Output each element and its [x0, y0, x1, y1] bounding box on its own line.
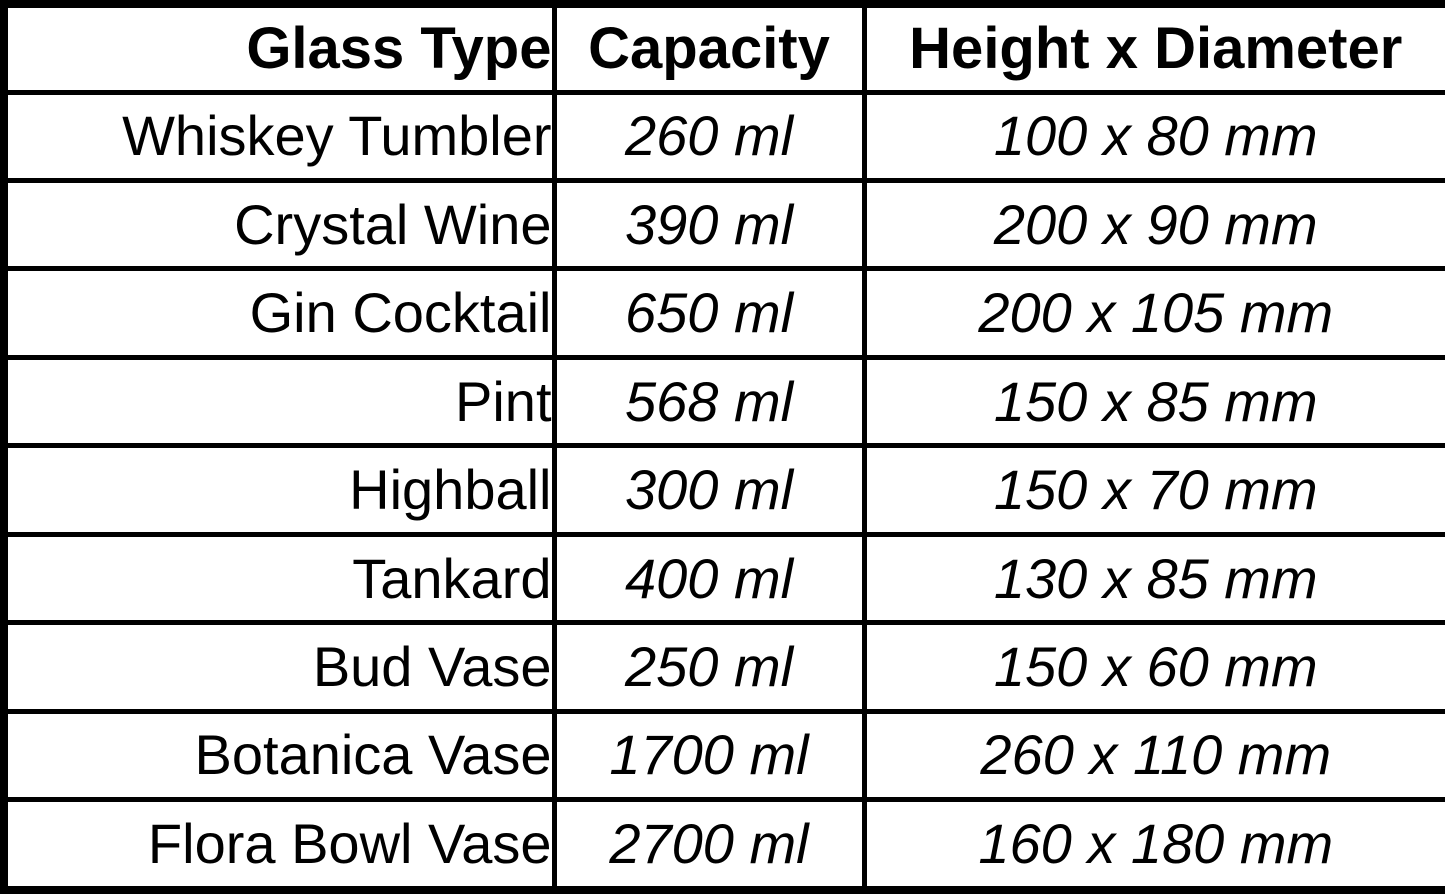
table-row: Botanica Vase 1700 ml 260 x 110 mm	[1, 708, 1445, 803]
column-header-capacity: Capacity	[551, 1, 867, 95]
capacity-cell: 390 ml	[551, 177, 867, 272]
table-header: Glass Type Capacity Height x Diameter	[1, 1, 1445, 95]
dimensions-cell: 150 x 60 mm	[861, 620, 1445, 714]
dimensions-cell: 160 x 180 mm	[861, 797, 1445, 893]
dimensions-cell: 260 x 110 mm	[861, 708, 1445, 803]
capacity-cell: 568 ml	[551, 354, 867, 449]
table-row: Bud Vase 250 ml 150 x 60 mm	[1, 620, 1445, 714]
table-body: Whiskey Tumbler 260 ml 100 x 80 mm Crystal …	[1, 89, 1445, 893]
column-header-height-x-diameter: Height x Diameter	[861, 1, 1445, 95]
glass-type-cell: Whiskey Tumbler	[1, 89, 557, 183]
dimensions-cell: 150 x 85 mm	[861, 354, 1445, 449]
glass-type-cell: Gin Cocktail	[1, 266, 557, 360]
dimensions-cell: 200 x 90 mm	[861, 177, 1445, 272]
capacity-cell: 400 ml	[551, 531, 867, 626]
glass-type-cell: Botanica Vase	[1, 708, 557, 803]
table-row: Pint 568 ml 150 x 85 mm	[1, 354, 1445, 449]
capacity-cell: 2700 ml	[551, 797, 867, 893]
dimensions-cell: 150 x 70 mm	[861, 443, 1445, 537]
table-row: Whiskey Tumbler 260 ml 100 x 80 mm	[1, 89, 1445, 183]
capacity-cell: 1700 ml	[551, 708, 867, 803]
table-row: Crystal Wine 390 ml 200 x 90 mm	[1, 177, 1445, 272]
table-row: Gin Cocktail 650 ml 200 x 105 mm	[1, 266, 1445, 360]
dimensions-cell: 200 x 105 mm	[861, 266, 1445, 360]
table-row: Highball 300 ml 150 x 70 mm	[1, 443, 1445, 537]
column-header-glass-type: Glass Type	[1, 1, 557, 95]
dimensions-cell: 100 x 80 mm	[861, 89, 1445, 183]
capacity-cell: 650 ml	[551, 266, 867, 360]
glass-type-cell: Highball	[1, 443, 557, 537]
capacity-cell: 250 ml	[551, 620, 867, 714]
glass-type-cell: Pint	[1, 354, 557, 449]
capacity-cell: 300 ml	[551, 443, 867, 537]
glass-type-cell: Crystal Wine	[1, 177, 557, 272]
dimensions-cell: 130 x 85 mm	[861, 531, 1445, 626]
capacity-cell: 260 ml	[551, 89, 867, 183]
glass-type-cell: Tankard	[1, 531, 557, 626]
glass-type-cell: Flora Bowl Vase	[1, 797, 557, 893]
table-row: Tankard 400 ml 130 x 85 mm	[1, 531, 1445, 626]
table-row: Flora Bowl Vase 2700 ml 160 x 180 mm	[1, 797, 1445, 893]
header-row: Glass Type Capacity Height x Diameter	[1, 1, 1445, 95]
glass-type-cell: Bud Vase	[1, 620, 557, 714]
